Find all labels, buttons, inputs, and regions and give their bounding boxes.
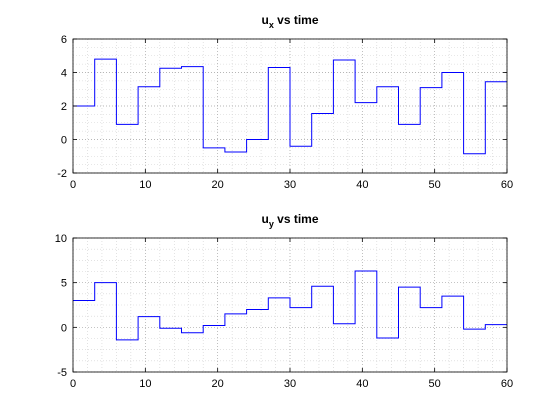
y-tick-label: -2 [57, 168, 67, 180]
chart-title-uy: uy vs time [261, 212, 318, 229]
x-tick-label: 0 [70, 179, 76, 191]
x-tick-label: 60 [501, 179, 513, 191]
y-tick-label: 10 [55, 233, 67, 245]
x-tick-label: 50 [429, 179, 441, 191]
x-tick-label: 40 [356, 179, 368, 191]
y-tick-label: 0 [61, 322, 67, 334]
x-tick-label: 0 [70, 378, 76, 390]
x-tick-label: 10 [139, 179, 151, 191]
x-tick-label: 40 [356, 378, 368, 390]
x-tick-label: 50 [429, 378, 441, 390]
x-tick-label: 60 [501, 378, 513, 390]
x-tick-label: 10 [139, 378, 151, 390]
x-tick-label: 20 [212, 378, 224, 390]
x-tick-label: 30 [284, 378, 296, 390]
y-tick-label: -5 [57, 367, 67, 379]
chart-title-ux: ux vs time [261, 13, 318, 30]
y-tick-label: 5 [61, 278, 67, 290]
y-tick-label: 4 [61, 68, 67, 80]
x-tick-label: 30 [284, 179, 296, 191]
y-tick-label: 0 [61, 135, 67, 147]
data-line-series-0 [73, 58, 507, 155]
data-line-series-0 [73, 270, 507, 341]
y-tick-label: 6 [61, 34, 67, 46]
y-tick-label: 2 [61, 101, 67, 113]
x-tick-label: 20 [212, 179, 224, 191]
